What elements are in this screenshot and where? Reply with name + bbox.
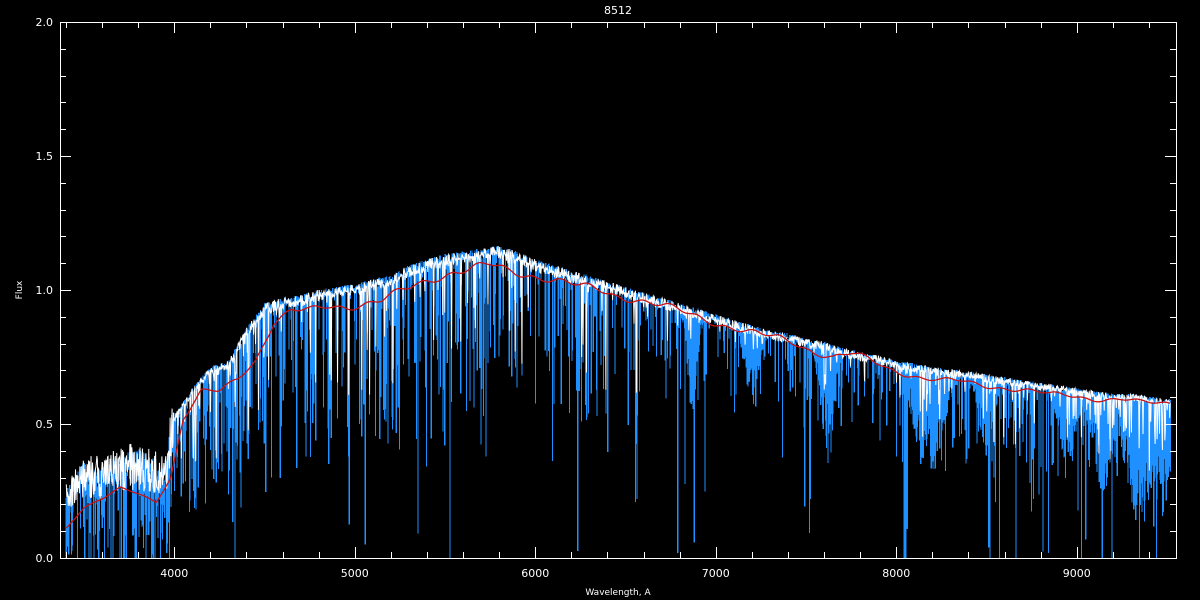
y-tick-label: 1.0 — [36, 284, 54, 297]
x-tick-label: 7000 — [702, 567, 730, 580]
y-tick-label: 2.0 — [36, 16, 54, 29]
series-observed-spectrum — [65, 245, 1171, 507]
page-title: 8512 — [604, 4, 632, 17]
x-tick-label: 8000 — [882, 567, 910, 580]
y-tick-label: 0.0 — [36, 552, 54, 565]
x-tick-label: 4000 — [160, 567, 188, 580]
axis-tick-labels: 4000 5000 6000 7000 8000 9000 0.0 0.5 1.0 1.5 2.0 — [36, 16, 1091, 580]
x-tick-label: 9000 — [1063, 567, 1091, 580]
x-tick-label: 5000 — [341, 567, 369, 580]
x-tick-label: 6000 — [521, 567, 549, 580]
y-axis-label: Flux — [15, 280, 25, 299]
y-tick-label: 0.5 — [36, 418, 54, 431]
series-model-continuum — [65, 261, 1171, 529]
y-tick-label: 1.5 — [36, 150, 54, 163]
x-axis-label: Wavelength, A — [585, 588, 651, 598]
axis-ticks — [60, 22, 1176, 559]
